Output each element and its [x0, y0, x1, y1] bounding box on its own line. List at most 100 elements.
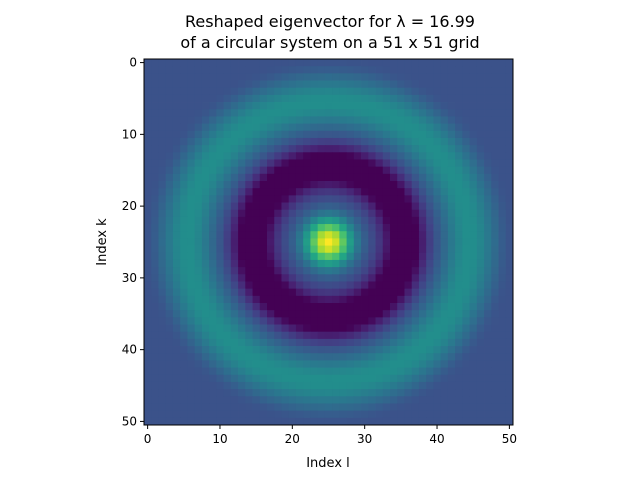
heatmap-cell: [144, 102, 152, 110]
heatmap-cell: [187, 367, 196, 376]
heatmap-cell: [455, 245, 463, 254]
heatmap-cell: [462, 209, 470, 218]
heatmap-cell: [455, 410, 463, 419]
heatmap-cell: [317, 102, 326, 110]
heatmap-cell: [375, 80, 384, 89]
heatmap-cell: [426, 123, 434, 132]
heatmap-cell: [505, 80, 514, 89]
heatmap-cell: [368, 252, 376, 261]
heatmap-cell: [180, 173, 188, 182]
heatmap-cell: [368, 295, 376, 304]
heatmap-cell: [418, 87, 427, 96]
heatmap-cell: [172, 109, 181, 117]
heatmap-cell: [484, 381, 492, 390]
heatmap-cell: [144, 259, 152, 268]
heatmap-cell: [426, 259, 434, 268]
heatmap-cell: [433, 353, 442, 361]
heatmap-cell: [505, 166, 514, 175]
heatmap-cell: [209, 224, 217, 232]
heatmap-cell: [238, 59, 246, 67]
heatmap-cell: [375, 152, 384, 160]
heatmap-cell: [346, 274, 355, 282]
heatmap-cell: [346, 245, 355, 254]
heatmap-cell: [310, 310, 319, 318]
heatmap-cell: [144, 238, 152, 246]
heatmap-cell: [144, 417, 152, 426]
heatmap-cell: [404, 123, 413, 132]
heatmap-cell: [498, 116, 507, 124]
heatmap-cell: [194, 310, 203, 318]
heatmap-cell: [223, 216, 232, 225]
heatmap-cell: [151, 94, 159, 103]
heatmap-cell: [361, 109, 369, 117]
heatmap-cell: [158, 145, 167, 153]
heatmap-cell: [418, 338, 427, 347]
heatmap-cell: [484, 173, 492, 182]
heatmap-cell: [172, 317, 181, 325]
heatmap-cell: [332, 224, 340, 232]
heatmap-cell: [317, 188, 326, 196]
heatmap-cell: [144, 367, 152, 376]
heatmap-cell: [397, 109, 405, 117]
heatmap-cell: [144, 216, 152, 225]
heatmap-cell: [165, 410, 174, 419]
heatmap-cell: [484, 367, 492, 376]
heatmap-cell: [418, 238, 427, 246]
heatmap-cell: [390, 173, 398, 182]
heatmap-cell: [498, 188, 507, 196]
heatmap-cell: [324, 123, 333, 132]
heatmap-cell: [165, 181, 174, 189]
heatmap-cell: [418, 274, 427, 282]
heatmap-cell: [245, 317, 253, 325]
heatmap-cell: [418, 209, 427, 218]
heatmap-cell: [440, 188, 449, 196]
heatmap-cell: [324, 259, 333, 268]
heatmap-cell: [332, 216, 340, 225]
heatmap-cell: [361, 417, 369, 426]
heatmap-cell: [404, 188, 413, 196]
heatmap-cell: [324, 338, 333, 347]
heatmap-cell: [245, 360, 253, 368]
heatmap-cell: [476, 252, 485, 261]
heatmap-cell: [447, 410, 456, 419]
heatmap-cell: [462, 66, 470, 74]
heatmap-cell: [505, 317, 514, 325]
heatmap-cell: [158, 288, 167, 297]
heatmap-cell: [484, 202, 492, 211]
heatmap-cell: [462, 130, 470, 139]
heatmap-cell: [382, 209, 391, 218]
heatmap-cell: [180, 109, 188, 117]
heatmap-cell: [469, 403, 478, 412]
heatmap-cell: [353, 202, 362, 211]
heatmap-cell: [259, 80, 268, 89]
heatmap-cell: [245, 73, 253, 81]
heatmap-cell: [390, 102, 398, 110]
heatmap-cell: [382, 295, 391, 304]
heatmap-cell: [324, 59, 333, 67]
heatmap-cell: [440, 410, 449, 419]
heatmap-cell: [187, 216, 196, 225]
heatmap-cell: [368, 317, 376, 325]
heatmap-cell: [238, 288, 246, 297]
heatmap-cell: [491, 152, 499, 160]
heatmap-cell: [491, 116, 499, 124]
heatmap-cell: [158, 410, 167, 419]
heatmap-cell: [223, 173, 232, 182]
heatmap-cell: [151, 145, 159, 153]
heatmap-cell: [180, 231, 188, 239]
heatmap-cell: [216, 360, 224, 368]
heatmap-cell: [303, 73, 311, 81]
heatmap-cell: [484, 109, 492, 117]
heatmap-cell: [317, 116, 326, 124]
heatmap-cell: [498, 417, 507, 426]
heatmap-cell: [462, 216, 470, 225]
heatmap-cell: [187, 403, 196, 412]
heatmap-cell: [252, 396, 261, 404]
heatmap-cell: [238, 109, 246, 117]
heatmap-cell: [281, 267, 290, 275]
heatmap-cell: [397, 195, 405, 203]
heatmap-cell: [201, 130, 210, 139]
heatmap-cell: [172, 310, 181, 318]
heatmap-cell: [339, 166, 347, 175]
heatmap-cell: [310, 410, 319, 419]
